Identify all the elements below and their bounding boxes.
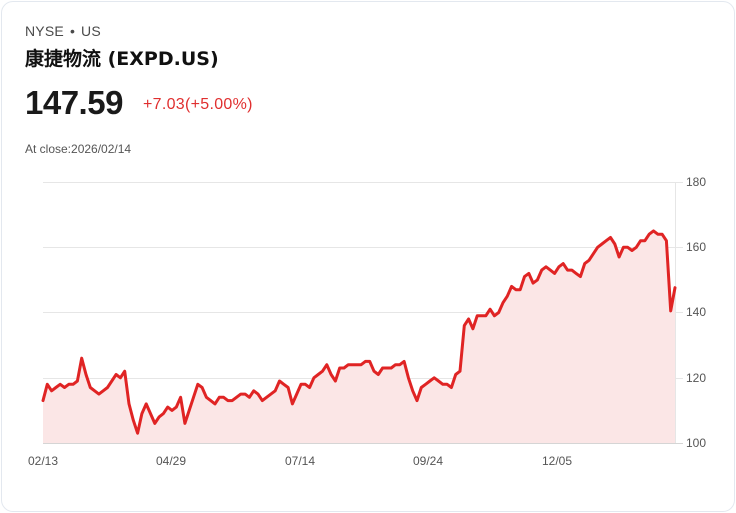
- y-tick-140: 140: [686, 305, 706, 319]
- y-tick-180: 180: [686, 175, 706, 189]
- x-axis-labels: 02/13 04/29 07/14 09/24 12/05: [28, 454, 572, 468]
- y-tick-100: 100: [686, 436, 706, 450]
- exchange-info: NYSE • US: [25, 23, 101, 39]
- price-change: +7.03(+5.00%): [143, 96, 253, 113]
- y-tick-160: 160: [686, 240, 706, 254]
- x-tick-1: 04/29: [156, 454, 186, 468]
- price-area-fill: [43, 230, 675, 443]
- x-tick-0: 02/13: [28, 454, 58, 468]
- x-tick-3: 09/24: [413, 454, 443, 468]
- stock-title: 康捷物流 (EXPD.US): [25, 48, 219, 70]
- separator-dot: •: [69, 23, 76, 39]
- price-line: [41, 229, 677, 435]
- exchange-name: NYSE: [25, 23, 64, 39]
- x-tick-4: 12/05: [542, 454, 572, 468]
- market-name: US: [81, 23, 101, 39]
- x-tick-2: 07/14: [285, 454, 315, 468]
- y-tick-120: 120: [686, 371, 706, 385]
- y-axis-labels: 180 160 140 120 100: [686, 175, 706, 450]
- current-price: 147.59: [25, 84, 123, 121]
- close-date: At close:2026/02/14: [25, 142, 132, 156]
